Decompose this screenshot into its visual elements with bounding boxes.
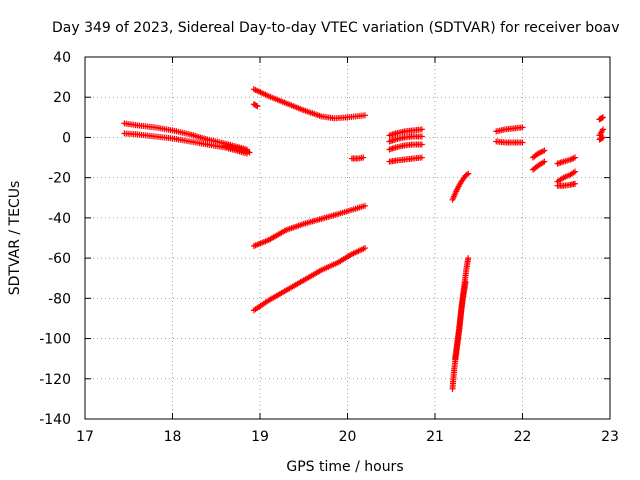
data-point — [541, 158, 548, 165]
x-tick-label: 20 — [339, 429, 357, 445]
y-tick-label: -140 — [39, 412, 71, 428]
data-point — [600, 134, 606, 141]
data-point — [572, 168, 578, 175]
data-point — [246, 149, 253, 156]
series-arc-12 — [386, 154, 425, 165]
data-point — [418, 126, 425, 133]
data-point — [418, 154, 425, 161]
axis-ticks: 17 18 19 20 21 22 23 -140 -120 -100 -80 -60 -40 -20 0 2… — [39, 50, 619, 445]
data-point — [519, 139, 526, 146]
data-point — [362, 202, 368, 209]
data-point — [541, 147, 548, 154]
data-point — [360, 154, 367, 161]
series-arc-6 — [250, 202, 368, 250]
data-point — [418, 141, 425, 148]
series-arc-22 — [554, 180, 578, 189]
data-point — [463, 171, 470, 178]
series-arc-25 — [596, 134, 606, 143]
series-arc-9 — [386, 126, 425, 139]
series-arc-24 — [596, 126, 606, 139]
data-point — [362, 112, 368, 119]
y-axis-label: SDTVAR / TECUs — [7, 181, 23, 296]
data-point — [465, 170, 472, 177]
series-arc-3 — [222, 142, 253, 156]
data-point — [572, 180, 578, 187]
x-tick-label: 23 — [601, 429, 619, 445]
data-point — [600, 114, 606, 121]
series-arc-18 — [530, 147, 548, 161]
y-tick-label: 0 — [62, 130, 71, 146]
x-tick-label: 19 — [251, 429, 269, 445]
y-tick-label: -100 — [39, 332, 71, 348]
series-arc-4 — [250, 101, 261, 110]
series-arc-21 — [554, 168, 578, 185]
x-axis-label: GPS time / hours — [286, 459, 403, 475]
series-arc-19 — [530, 158, 548, 173]
data-point — [254, 103, 261, 110]
y-tick-label: -40 — [48, 211, 71, 227]
series-arc-7 — [250, 245, 368, 314]
data-point — [465, 255, 472, 262]
series-arc-8 — [348, 154, 367, 162]
x-tick-label: 21 — [426, 429, 444, 445]
chart-title: Day 349 of 2023, Sidereal Day-to-day VTE… — [52, 20, 620, 36]
series-arc-20 — [554, 154, 578, 167]
series-arc-5 — [250, 86, 368, 122]
y-tick-label: -120 — [39, 372, 71, 388]
data-point — [462, 279, 469, 286]
x-tick-label: 22 — [514, 429, 532, 445]
series-arc-17 — [493, 138, 526, 146]
data-series — [121, 86, 606, 392]
series-arc-13 — [449, 170, 472, 203]
data-point — [362, 245, 368, 252]
y-tick-label: 20 — [53, 90, 71, 106]
series-arc-11 — [386, 141, 425, 153]
series-arc-10 — [386, 133, 425, 145]
x-tick-label: 17 — [76, 429, 94, 445]
y-tick-label: -60 — [48, 251, 71, 267]
data-point — [519, 124, 526, 131]
data-point — [600, 126, 606, 133]
series-arc-23 — [596, 114, 606, 123]
y-tick-label: -20 — [48, 171, 71, 187]
x-tick-label: 18 — [164, 429, 182, 445]
data-point — [253, 102, 260, 109]
y-tick-label: 40 — [53, 50, 71, 66]
y-tick-label: -80 — [48, 291, 71, 307]
data-point — [418, 133, 425, 140]
grid — [85, 57, 610, 419]
series-arc-15 — [452, 279, 469, 362]
series-arc-16 — [493, 124, 526, 135]
data-point — [572, 154, 578, 161]
